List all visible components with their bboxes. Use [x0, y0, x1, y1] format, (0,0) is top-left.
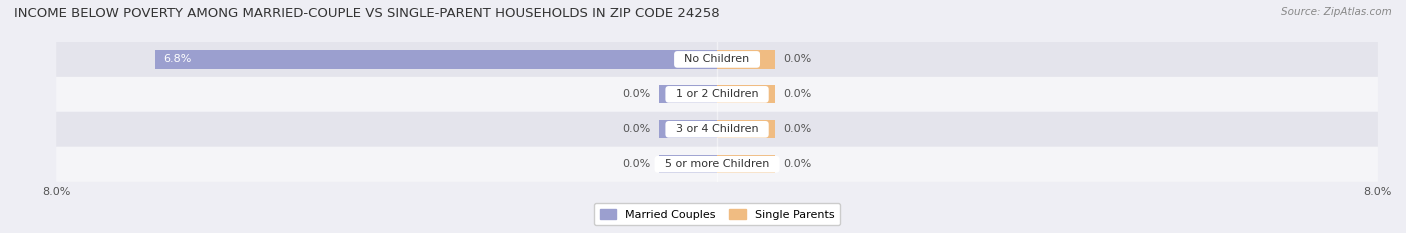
Bar [717, 120, 775, 138]
Legend: Married Couples, Single Parents: Married Couples, Single Parents [595, 203, 839, 225]
Text: 0.0%: 0.0% [783, 55, 811, 64]
Text: 6.8%: 6.8% [163, 55, 193, 64]
Text: 0.0%: 0.0% [783, 89, 811, 99]
Text: 3 or 4 Children: 3 or 4 Children [669, 124, 765, 134]
Text: Source: ZipAtlas.com: Source: ZipAtlas.com [1281, 7, 1392, 17]
Text: 0.0%: 0.0% [623, 124, 651, 134]
Text: 0.0%: 0.0% [623, 159, 651, 169]
Text: 5 or more Children: 5 or more Children [658, 159, 776, 169]
Bar [659, 120, 717, 138]
Bar [659, 85, 717, 103]
FancyBboxPatch shape [56, 42, 1378, 77]
Bar [717, 50, 775, 69]
FancyBboxPatch shape [56, 147, 1378, 182]
Text: 1 or 2 Children: 1 or 2 Children [669, 89, 765, 99]
FancyBboxPatch shape [56, 77, 1378, 112]
Text: 0.0%: 0.0% [783, 159, 811, 169]
Text: INCOME BELOW POVERTY AMONG MARRIED-COUPLE VS SINGLE-PARENT HOUSEHOLDS IN ZIP COD: INCOME BELOW POVERTY AMONG MARRIED-COUPL… [14, 7, 720, 20]
Bar [717, 85, 775, 103]
FancyBboxPatch shape [56, 112, 1378, 147]
Bar [156, 50, 717, 69]
Text: 0.0%: 0.0% [783, 124, 811, 134]
Text: 0.0%: 0.0% [623, 89, 651, 99]
Bar [717, 155, 775, 173]
Bar [659, 155, 717, 173]
Text: No Children: No Children [678, 55, 756, 64]
